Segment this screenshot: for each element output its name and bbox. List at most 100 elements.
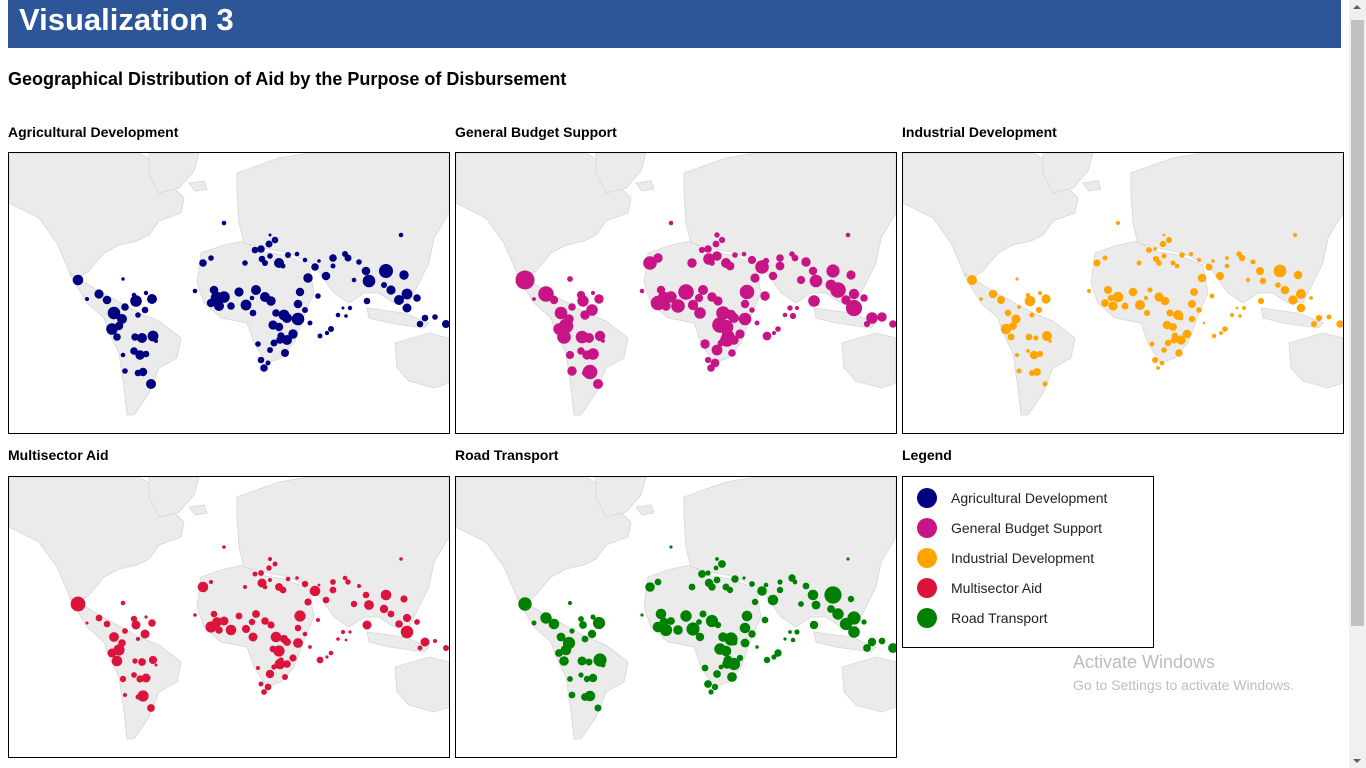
aid-bubble[interactable] xyxy=(400,625,414,639)
aid-bubble[interactable] xyxy=(317,583,321,587)
aid-bubble[interactable] xyxy=(119,675,127,683)
aid-bubble[interactable] xyxy=(315,293,321,299)
aid-bubble[interactable] xyxy=(564,314,574,324)
aid-bubble[interactable] xyxy=(594,704,602,712)
aid-bubble[interactable] xyxy=(1146,247,1152,253)
aid-bubble[interactable] xyxy=(889,320,896,328)
aid-bubble[interactable] xyxy=(251,246,259,254)
aid-bubble[interactable] xyxy=(301,580,309,588)
aid-bubble[interactable] xyxy=(568,303,576,311)
aid-bubble[interactable] xyxy=(1159,360,1165,366)
aid-bubble[interactable] xyxy=(330,263,336,269)
aid-bubble[interactable] xyxy=(281,349,289,357)
aid-bubble[interactable] xyxy=(266,565,272,571)
aid-bubble[interactable] xyxy=(283,638,291,646)
aid-bubble[interactable] xyxy=(131,620,141,630)
aid-bubble[interactable] xyxy=(775,261,785,271)
aid-bubble[interactable] xyxy=(848,626,860,638)
aid-bubble[interactable] xyxy=(515,270,535,290)
aid-bubble[interactable] xyxy=(303,273,313,283)
aid-bubble[interactable] xyxy=(808,295,820,307)
aid-bubble[interactable] xyxy=(267,556,273,562)
aid-bubble[interactable] xyxy=(268,233,272,237)
aid-bubble[interactable] xyxy=(267,621,275,629)
aid-bubble[interactable] xyxy=(273,645,285,657)
aid-bubble[interactable] xyxy=(401,288,413,300)
aid-bubble[interactable] xyxy=(344,254,352,262)
aid-bubble[interactable] xyxy=(235,612,243,620)
aid-bubble[interactable] xyxy=(549,295,559,305)
aid-bubble[interactable] xyxy=(559,656,569,666)
aid-bubble[interactable] xyxy=(103,620,111,628)
aid-bubble[interactable] xyxy=(1250,259,1256,265)
aid-bubble[interactable] xyxy=(209,580,213,584)
aid-bubble[interactable] xyxy=(567,600,573,606)
aid-bubble[interactable] xyxy=(348,630,352,634)
aid-bubble[interactable] xyxy=(807,589,819,601)
aid-bubble[interactable] xyxy=(294,624,302,632)
aid-bubble[interactable] xyxy=(761,616,769,624)
aid-bubble[interactable] xyxy=(94,289,104,299)
aid-bubble[interactable] xyxy=(878,637,886,645)
aid-bubble[interactable] xyxy=(109,632,119,642)
aid-bubble[interactable] xyxy=(256,666,260,670)
aid-bubble[interactable] xyxy=(688,583,696,591)
aid-bubble[interactable] xyxy=(557,330,571,344)
aid-bubble[interactable] xyxy=(328,326,334,332)
aid-bubble[interactable] xyxy=(1000,323,1012,335)
aid-bubble[interactable] xyxy=(274,322,284,332)
aid-bubble[interactable] xyxy=(361,266,371,276)
aid-bubble[interactable] xyxy=(295,576,299,580)
aid-bubble[interactable] xyxy=(280,263,286,269)
aid-bubble[interactable] xyxy=(249,309,257,317)
aid-bubble[interactable] xyxy=(877,312,887,322)
aid-bubble[interactable] xyxy=(111,655,123,667)
aid-bubble[interactable] xyxy=(979,297,983,301)
aid-bubble[interactable] xyxy=(565,350,575,360)
aid-bubble[interactable] xyxy=(845,299,863,317)
aid-bubble[interactable] xyxy=(587,629,597,639)
aid-bubble[interactable] xyxy=(95,614,103,622)
aid-bubble[interactable] xyxy=(763,582,769,588)
aid-bubble[interactable] xyxy=(283,660,291,668)
aid-bubble[interactable] xyxy=(696,619,702,625)
aid-bubble[interactable] xyxy=(988,289,998,299)
aid-bubble[interactable] xyxy=(567,676,573,682)
aid-bubble[interactable] xyxy=(585,658,593,666)
aid-bubble[interactable] xyxy=(1292,232,1298,238)
aid-bubble[interactable] xyxy=(399,270,409,280)
aid-bubble[interactable] xyxy=(548,618,560,630)
aid-bubble[interactable] xyxy=(824,586,842,604)
aid-bubble[interactable] xyxy=(725,261,735,271)
aid-bubble[interactable] xyxy=(1149,341,1155,347)
aid-bubble[interactable] xyxy=(718,560,726,568)
aid-bubble[interactable] xyxy=(1174,263,1180,269)
aid-bubble[interactable] xyxy=(1179,252,1185,258)
aid-bubble[interactable] xyxy=(137,333,147,343)
aid-bubble[interactable] xyxy=(347,305,353,311)
aid-bubble[interactable] xyxy=(1170,260,1176,266)
aid-bubble[interactable] xyxy=(1104,286,1112,294)
aid-bubble[interactable] xyxy=(264,683,272,691)
aid-bubble[interactable] xyxy=(330,579,336,585)
aid-bubble[interactable] xyxy=(1156,260,1162,266)
aid-bubble[interactable] xyxy=(242,260,248,266)
aid-bubble[interactable] xyxy=(325,655,329,659)
aid-bubble[interactable] xyxy=(344,314,348,318)
aid-bubble[interactable] xyxy=(592,616,606,630)
aid-bubble[interactable] xyxy=(356,259,362,265)
aid-bubble[interactable] xyxy=(1288,295,1298,305)
aid-bubble[interactable] xyxy=(241,624,251,634)
aid-bubble[interactable] xyxy=(584,333,594,343)
aid-bubble[interactable] xyxy=(432,314,438,320)
aid-bubble[interactable] xyxy=(701,664,709,672)
aid-bubble[interactable] xyxy=(1029,312,1035,318)
aid-bubble[interactable] xyxy=(713,565,719,571)
aid-bubble[interactable] xyxy=(324,330,330,336)
aid-bubble[interactable] xyxy=(673,625,683,635)
map-multisector-aid[interactable] xyxy=(8,476,450,758)
aid-bubble[interactable] xyxy=(861,619,867,625)
aid-bubble[interactable] xyxy=(1160,296,1170,306)
aid-bubble[interactable] xyxy=(342,575,348,581)
aid-bubble[interactable] xyxy=(1026,349,1030,353)
